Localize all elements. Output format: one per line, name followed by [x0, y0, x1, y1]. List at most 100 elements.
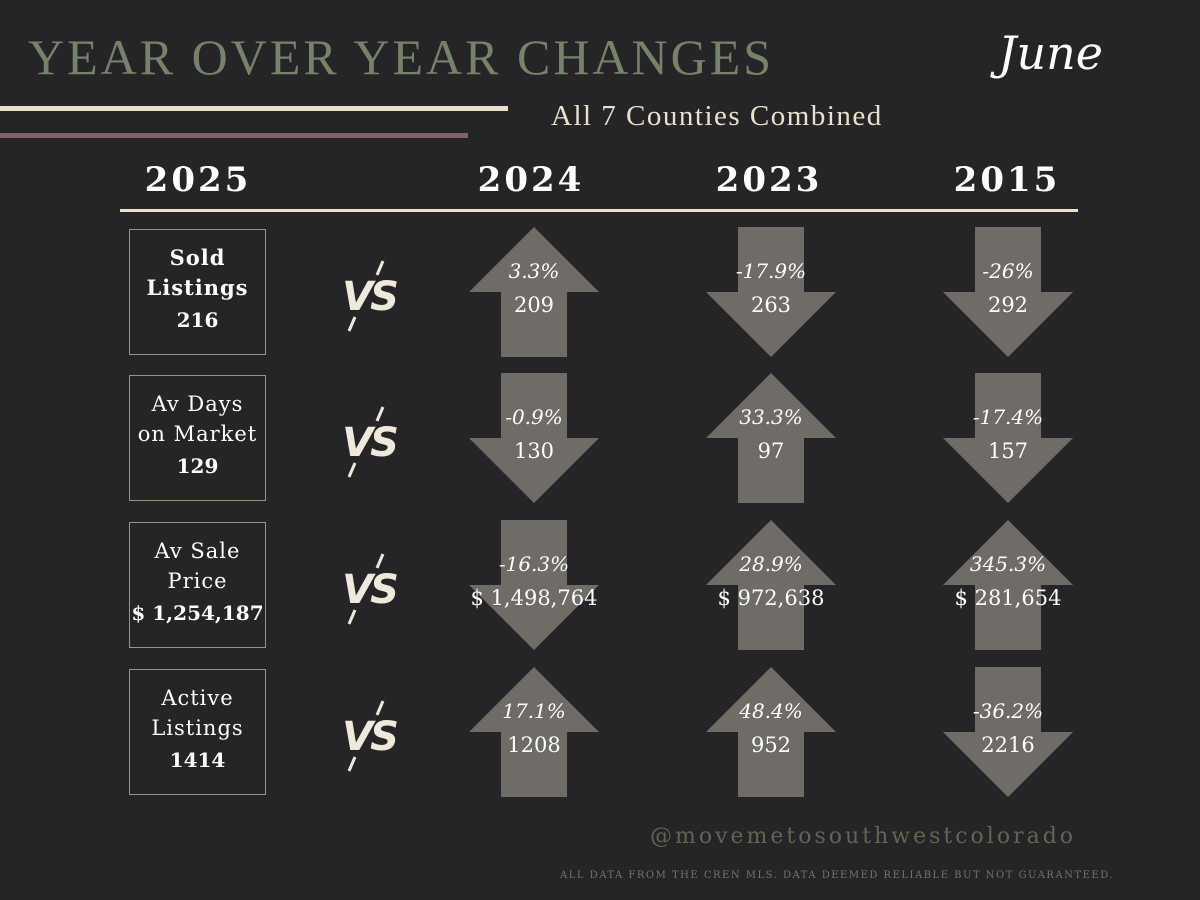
arrow-down-2015-sold-listings: -26% 292 — [943, 227, 1073, 357]
arrow-up-2024-sold-listings: 3.3% 209 — [469, 227, 599, 357]
prior-year-value: 1208 — [507, 733, 561, 757]
arrow-shape — [943, 373, 1073, 503]
arrow-shape — [706, 520, 836, 650]
vs-slash-top — [375, 553, 385, 569]
year-header-2025: 2025 — [144, 160, 252, 200]
year-header-2024: 2024 — [477, 160, 585, 200]
arrow-down-icon — [706, 227, 836, 357]
prior-year-value: 2216 — [981, 733, 1035, 757]
header-divider — [120, 209, 1078, 212]
percent-change: 3.3% — [508, 259, 560, 283]
vs-slash-bottom — [347, 756, 357, 772]
arrow-shape — [943, 520, 1073, 650]
percent-change: 48.4% — [739, 699, 803, 723]
metric-label: Active Listings — [151, 686, 244, 740]
prior-year-value: 952 — [750, 733, 792, 757]
arrow-up-2023-av-days-on-market: 33.3% 97 — [706, 373, 836, 503]
page-title: YEAR OVER YEAR CHANGES — [28, 29, 775, 85]
vs-text: VS — [342, 567, 397, 613]
arrow-shape — [706, 373, 836, 503]
prior-year-value: 292 — [987, 293, 1029, 317]
vs-slash-top — [375, 406, 385, 422]
arrow-up-icon — [706, 667, 836, 797]
arrow-up-icon — [943, 520, 1073, 650]
arrow-up-2024-active-listings: 17.1% 1208 — [469, 667, 599, 797]
metric-value-2025: 1414 — [169, 748, 226, 772]
arrow-down-icon — [469, 520, 599, 650]
subtitle: All 7 Counties Combined — [551, 100, 883, 132]
metric-value-2025: $ 1,254,187 — [131, 601, 264, 625]
vs-slash-top — [375, 700, 385, 716]
arrow-shape — [706, 667, 836, 797]
arrow-shape — [706, 227, 836, 357]
metric-value-2025: 216 — [176, 308, 219, 332]
metric-box-av-days-on-market: Av Days on Market 129 — [129, 375, 266, 501]
prior-year-value: $ 972,638 — [717, 586, 825, 610]
prior-year-value: 130 — [513, 439, 555, 463]
percent-change: -26% — [982, 259, 1034, 283]
title-divider-light — [0, 106, 508, 111]
year-header-2015: 2015 — [953, 160, 1061, 200]
percent-change: -0.9% — [505, 405, 563, 429]
arrow-shape — [469, 667, 599, 797]
percent-change: 28.9% — [739, 552, 803, 576]
arrow-down-2024-av-days-on-market: -0.9% 130 — [469, 373, 599, 503]
arrow-up-icon — [706, 373, 836, 503]
social-handle: @movemetosouthwestcolorado — [650, 824, 1077, 849]
vs-text: VS — [342, 420, 397, 466]
percent-change: -17.4% — [972, 405, 1044, 429]
vs-text: VS — [342, 714, 397, 760]
prior-year-value: 263 — [750, 293, 792, 317]
metric-value-2025: 129 — [176, 454, 219, 478]
prior-year-value: 97 — [757, 439, 785, 463]
arrow-down-2024-av-sale-price: -16.3% $ 1,498,764 — [469, 520, 599, 650]
metric-box-av-sale-price: Av Sale Price $ 1,254,187 — [129, 522, 266, 648]
vs-badge: VS — [342, 553, 400, 625]
arrow-shape — [469, 373, 599, 503]
metric-label: Sold Listings — [146, 245, 249, 300]
arrow-up-icon — [469, 667, 599, 797]
vs-badge: VS — [342, 700, 400, 772]
year-header-2023: 2023 — [715, 160, 823, 200]
arrow-up-icon — [706, 520, 836, 650]
arrow-shape — [469, 520, 599, 650]
arrow-shape — [469, 227, 599, 357]
arrow-down-icon — [943, 227, 1073, 357]
percent-change: 17.1% — [502, 699, 566, 723]
vs-badge: VS — [342, 260, 400, 332]
vs-slash-bottom — [347, 609, 357, 625]
arrow-down-icon — [469, 373, 599, 503]
percent-change: -17.9% — [735, 259, 807, 283]
vs-slash-bottom — [347, 462, 357, 478]
percent-change: 33.3% — [739, 405, 803, 429]
vs-slash-top — [375, 260, 385, 276]
prior-year-value: 157 — [987, 439, 1029, 463]
metric-box-sold-listings: Sold Listings 216 — [129, 229, 266, 355]
prior-year-value: 209 — [513, 293, 555, 317]
arrow-up-icon — [469, 227, 599, 357]
prior-year-value: $ 281,654 — [954, 586, 1062, 610]
vs-text: VS — [342, 274, 397, 320]
arrow-shape — [943, 227, 1073, 357]
vs-slash-bottom — [347, 316, 357, 332]
percent-change: -16.3% — [498, 552, 570, 576]
title-divider-mauve — [0, 133, 468, 138]
percent-change: 345.3% — [969, 552, 1047, 576]
arrow-down-2015-av-days-on-market: -17.4% 157 — [943, 373, 1073, 503]
vs-badge: VS — [342, 406, 400, 478]
arrow-up-2015-av-sale-price: 345.3% $ 281,654 — [943, 520, 1073, 650]
disclaimer: ALL DATA FROM THE CREN MLS. DATA DEEMED … — [560, 870, 1115, 881]
metric-box-active-listings: Active Listings 1414 — [129, 669, 266, 795]
percent-change: -36.2% — [972, 699, 1044, 723]
arrow-down-icon — [943, 667, 1073, 797]
arrow-up-2023-active-listings: 48.4% 952 — [706, 667, 836, 797]
prior-year-value: $ 1,498,764 — [470, 586, 598, 610]
arrow-down-2023-sold-listings: -17.9% 263 — [706, 227, 836, 357]
month-label: June — [998, 26, 1103, 80]
arrow-up-2023-av-sale-price: 28.9% $ 972,638 — [706, 520, 836, 650]
metric-label: Av Sale Price — [154, 539, 241, 593]
arrow-down-icon — [943, 373, 1073, 503]
arrow-down-2015-active-listings: -36.2% 2216 — [943, 667, 1073, 797]
arrow-shape — [943, 667, 1073, 797]
metric-label: Av Days on Market — [137, 392, 258, 446]
